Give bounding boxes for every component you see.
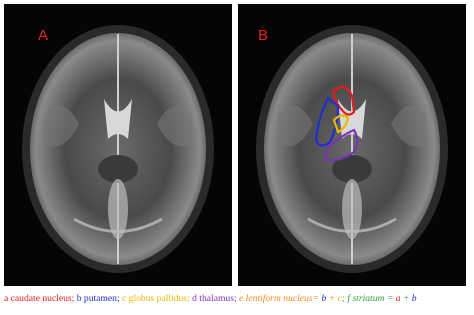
caption-segment: ; f striatum = <box>341 293 396 304</box>
panel-label: A <box>38 27 48 44</box>
caption-segment: c <box>337 293 342 304</box>
caption-segment: b <box>321 293 327 304</box>
caudate-outline <box>331 85 356 116</box>
caption-segment: a <box>395 293 401 304</box>
panel-label: B <box>258 27 268 44</box>
mri-image-a <box>2 2 234 288</box>
caption-segment: c globus pallidus; <box>122 293 193 304</box>
mri-image-b <box>236 2 468 288</box>
caption-segment: d thalamus; <box>192 293 240 304</box>
caption: a caudate nucleus; b putamen; c globus p… <box>4 293 472 304</box>
caption-segment: + <box>326 293 338 304</box>
caption-segment: a caudate nucleus; <box>4 293 77 304</box>
caption-segment: b putamen; <box>76 293 123 304</box>
caption-segment: e lentiform nucleus= <box>239 293 322 304</box>
putamen-outline <box>314 96 340 147</box>
thalamus-outline <box>324 128 359 162</box>
globus-pallidus-outline <box>332 114 350 134</box>
caption-segment: + <box>400 293 412 304</box>
caption-segment: b <box>411 293 417 304</box>
